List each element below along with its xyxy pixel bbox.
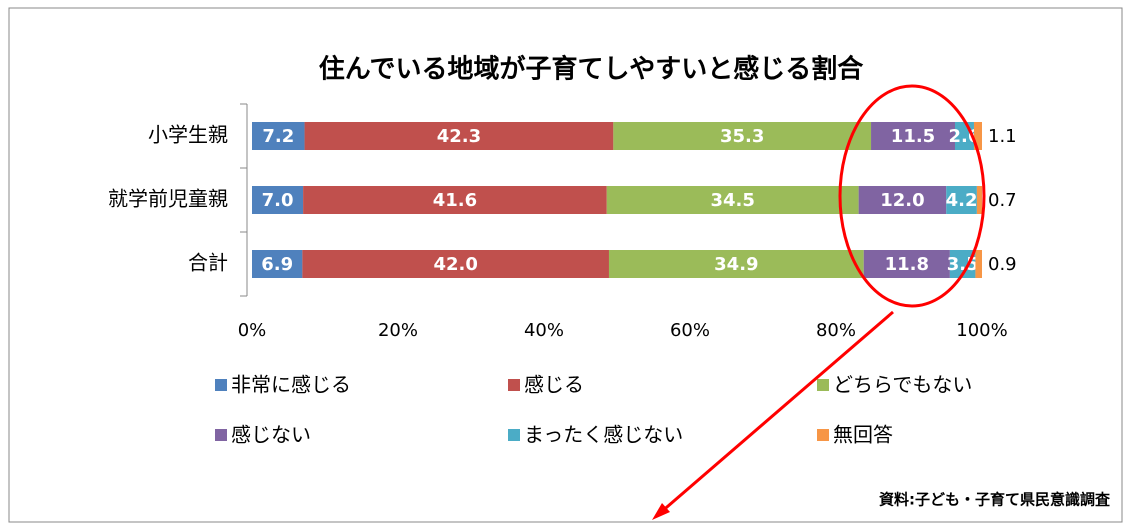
legend-swatch [508, 429, 520, 441]
legend-label: まったく感じない [524, 423, 683, 447]
x-tick-label: 0% [238, 320, 267, 341]
data-label: 41.6 [433, 190, 477, 211]
bar-segment [606, 186, 859, 214]
bar-segment [946, 186, 977, 214]
data-label: 1.1 [988, 126, 1017, 147]
bar-segment [252, 122, 305, 150]
legend-label: どちらでもない [833, 373, 972, 397]
bar-segment [858, 186, 947, 214]
category-label: 就学前児童親 [108, 187, 228, 211]
legend-label: 無回答 [833, 423, 893, 447]
annotation-arrow [659, 310, 894, 515]
bar-segment [608, 250, 864, 278]
bar-segment [302, 250, 609, 278]
legend-swatch [817, 429, 829, 441]
legend-label: 感じる [524, 373, 584, 397]
x-tick-label: 40% [524, 320, 564, 341]
legend-label: 感じない [231, 423, 311, 447]
bar-segment [973, 122, 982, 150]
arrow-head [652, 503, 670, 520]
bar-segment [252, 186, 304, 214]
data-label: 7.0 [262, 190, 294, 211]
legend-swatch [508, 379, 520, 391]
bar-segment [304, 122, 614, 150]
x-tick-label: 80% [816, 320, 856, 341]
bar-segment [252, 250, 303, 278]
category-label: 小学生親 [148, 123, 228, 147]
x-tick-label: 60% [670, 320, 710, 341]
highlight-ellipse [838, 84, 986, 308]
data-label: 6.9 [261, 254, 293, 275]
data-label: 34.9 [714, 254, 758, 275]
data-label: 35.3 [720, 126, 764, 147]
data-label: 0.9 [988, 254, 1017, 275]
x-tick-label: 100% [956, 320, 1007, 341]
source-note: 資料:子ども・子育て県民意識調査 [879, 491, 1111, 509]
bar-segment [871, 122, 955, 150]
legend-swatch [817, 379, 829, 391]
legend-swatch [215, 379, 227, 391]
data-label: 42.3 [437, 126, 481, 147]
data-label: 2.6 [949, 126, 981, 147]
legend-label: 非常に感じる [231, 373, 351, 397]
data-label: 42.0 [433, 254, 477, 275]
bar-segment [303, 186, 607, 214]
legend-swatch [215, 429, 227, 441]
bar-segment [976, 186, 982, 214]
data-label: 7.2 [262, 126, 294, 147]
data-label: 12.0 [880, 190, 924, 211]
data-label: 0.7 [988, 190, 1017, 211]
data-label: 11.8 [885, 254, 929, 275]
data-label: 4.2 [946, 190, 978, 211]
x-tick-label: 20% [378, 320, 418, 341]
bar-segment [613, 122, 872, 150]
data-label: 11.5 [891, 126, 935, 147]
category-label: 合計 [188, 251, 228, 275]
data-label: 34.5 [710, 190, 754, 211]
bar-segment [975, 250, 982, 278]
bar-segment [863, 250, 950, 278]
chart-title: 住んでいる地域が子育てしやすいと感じる割合 [319, 54, 864, 85]
